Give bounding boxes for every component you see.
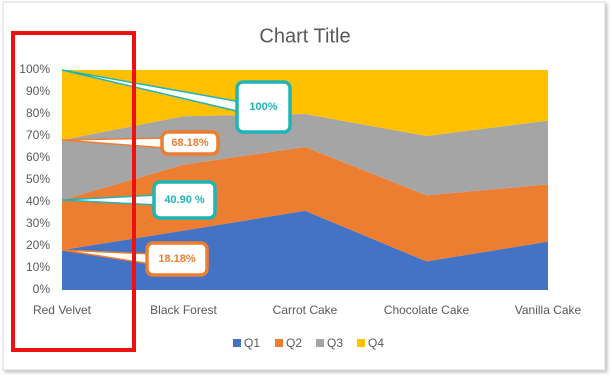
plot: 0% 10% 20% 30% 40% 50% 60% 70% 80% 90% 100% Red Vel… [19, 62, 581, 350]
y-tick-label: 0% [33, 282, 51, 296]
legend-label: Q2 [286, 336, 302, 350]
y-tick-label: 100% [19, 62, 50, 76]
callout-text: 100% [249, 101, 277, 113]
callout-text: 68.18% [171, 137, 209, 149]
legend-label: Q3 [327, 336, 343, 350]
legend-swatch [357, 339, 365, 347]
y-tick-label: 50% [26, 172, 50, 186]
legend-swatch [233, 339, 241, 347]
callout-box [145, 241, 209, 277]
y-tick-label: 20% [26, 238, 50, 252]
x-tick-label: Black Forest [150, 303, 217, 317]
y-tick-label: 10% [26, 260, 50, 274]
x-tick-label: Red Velvet [33, 303, 92, 317]
highlight-box [11, 31, 136, 352]
chart-title: Chart Title [259, 25, 350, 47]
callout-box [160, 130, 220, 156]
callout-text: 18.18% [158, 253, 196, 265]
y-tick-label: 40% [26, 194, 50, 208]
y-tick-label: 90% [26, 84, 50, 98]
y-tick-label: 30% [26, 216, 50, 230]
area [62, 147, 548, 262]
legend-label: Q1 [244, 336, 260, 350]
legend-label: Q4 [368, 336, 384, 350]
x-tick-label: Carrot Cake [273, 303, 338, 317]
y-tick-label: 60% [26, 150, 50, 164]
x-tick-label: Chocolate Cake [384, 303, 470, 317]
area [62, 70, 548, 141]
x-tick-label: Vanilla Cake [515, 303, 582, 317]
legend-swatch [275, 339, 283, 347]
y-tick-label: 80% [26, 106, 50, 120]
y-tick-label: 70% [26, 128, 50, 142]
legend-swatch [316, 339, 324, 347]
callout-box [235, 80, 292, 134]
callout-text: 40.90 % [164, 194, 205, 206]
callout-box [152, 180, 217, 220]
